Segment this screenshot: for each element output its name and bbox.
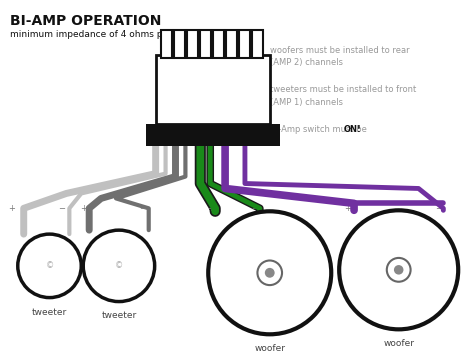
Circle shape: [257, 261, 282, 285]
Text: woofer: woofer: [254, 344, 285, 353]
Bar: [155, 55, 270, 124]
Circle shape: [339, 210, 458, 329]
Bar: [252, 30, 263, 58]
Bar: [239, 30, 250, 58]
Text: −: −: [435, 204, 442, 213]
Text: +: +: [80, 204, 87, 213]
Circle shape: [18, 234, 81, 297]
Text: BI-AMP OPERATION: BI-AMP OPERATION: [10, 14, 161, 28]
Text: −: −: [58, 204, 65, 213]
Text: −: −: [139, 204, 146, 213]
Text: ©: ©: [46, 261, 54, 271]
Bar: [213, 30, 224, 58]
Text: woofer: woofer: [383, 339, 414, 348]
Text: +: +: [9, 204, 15, 213]
Text: minimum impedance of 4 ohms per channel: minimum impedance of 4 ohms per channel: [10, 30, 210, 39]
Text: woofers must be installed to rear
(AMP 2) channels: woofers must be installed to rear (AMP 2…: [270, 46, 410, 67]
Text: −: −: [251, 204, 258, 213]
Bar: [200, 30, 211, 58]
Circle shape: [387, 258, 410, 282]
Bar: [161, 30, 172, 58]
Bar: [187, 30, 198, 58]
Bar: [146, 124, 280, 146]
Text: tweeters must be installed to front
(AMP 1) channels: tweeters must be installed to front (AMP…: [270, 85, 416, 107]
Circle shape: [83, 230, 155, 301]
Bar: [226, 30, 237, 58]
Text: +: +: [344, 204, 351, 213]
Bar: [173, 30, 185, 58]
Circle shape: [265, 268, 274, 278]
Text: +: +: [207, 204, 214, 213]
Text: ©: ©: [115, 261, 123, 271]
Text: Bi-Amp switch must be: Bi-Amp switch must be: [270, 125, 369, 134]
Circle shape: [208, 211, 331, 334]
Circle shape: [394, 265, 403, 274]
Text: tweeter: tweeter: [101, 311, 137, 321]
Text: tweeter: tweeter: [32, 307, 67, 317]
Text: ON!: ON!: [343, 125, 361, 134]
